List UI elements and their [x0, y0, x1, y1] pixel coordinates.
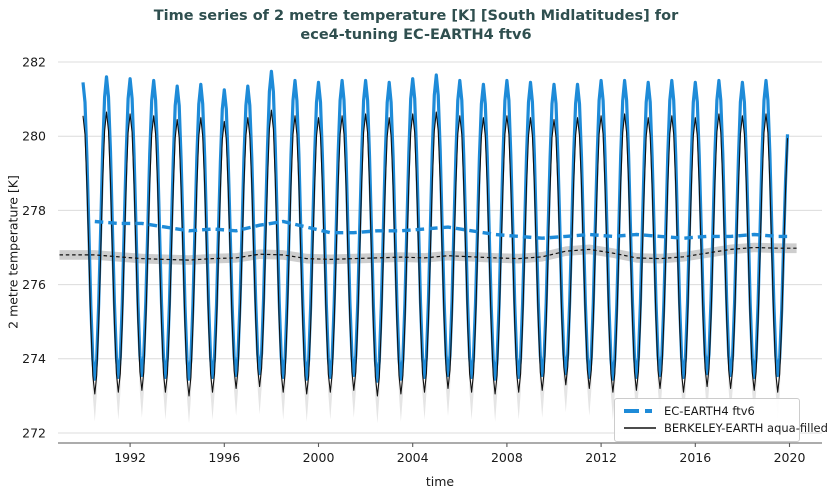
- y-tick-label: 280: [22, 129, 46, 144]
- ec-earth4-dashed-line-sample-icon: [624, 409, 656, 413]
- chart-title-line2: ece4-tuning EC-EARTH4 ftv6: [300, 27, 532, 44]
- x-tick-label: 2008: [491, 450, 523, 465]
- x-tick-label: 1992: [114, 450, 146, 465]
- ec-earth4-seasonal-line: [81, 69, 790, 383]
- berkeley-annual-mean-band: [59, 242, 797, 265]
- y-tick-label: 272: [22, 425, 46, 440]
- legend-entry-berkeley: BERKELEY-EARTH aqua-filled: [623, 421, 828, 435]
- legend-label-berkeley: BERKELEY-EARTH aqua-filled: [664, 421, 828, 435]
- x-tick-label: 1996: [208, 450, 240, 465]
- y-tick-label: 282: [22, 54, 46, 69]
- berkeley-annual-mean-dashed-line: [59, 246, 797, 261]
- y-tick-label: 276: [22, 277, 46, 292]
- x-axis-label: time: [425, 474, 455, 489]
- y-tick-label: 278: [22, 203, 46, 218]
- berkeley-seasonal-line: [82, 109, 789, 397]
- berkeley-solid-line-sample-icon: [624, 427, 656, 429]
- legend-entry-ec-earth4: EC-EARTH4 ftv6: [623, 404, 791, 418]
- chart-title: Time series of 2 metre temperature [K] […: [0, 7, 832, 45]
- chart-title-line1: Time series of 2 metre temperature [K] […: [153, 8, 679, 24]
- y-tick-label: 274: [22, 351, 46, 366]
- legend-label-ec-earth4: EC-EARTH4 ftv6: [664, 404, 755, 418]
- x-tick-label: 2016: [679, 450, 711, 465]
- x-tick-label: 2012: [585, 450, 617, 465]
- legend: EC-EARTH4 ftv6 BERKELEY-EARTH aqua-fille…: [614, 398, 828, 442]
- x-tick-label: 2000: [303, 450, 335, 465]
- ec-earth4-annual-mean-dashed-line: [94, 219, 792, 240]
- x-tick-label: 2004: [397, 450, 429, 465]
- x-tick-label: 2020: [774, 450, 806, 465]
